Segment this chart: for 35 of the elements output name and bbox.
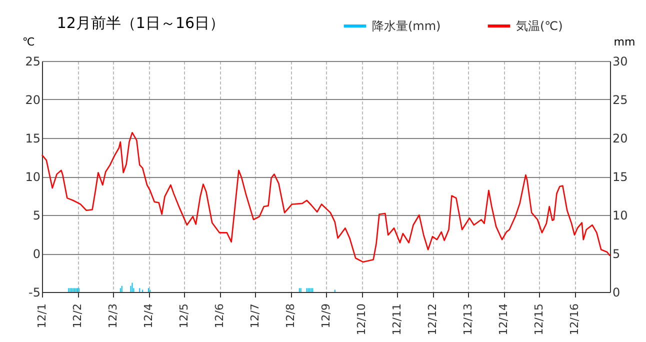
y-tick-label: 0 — [32, 247, 40, 261]
x-tick-label: 12/15 — [532, 304, 546, 336]
x-tick-label: 12/7 — [248, 304, 262, 328]
y2-tick-label: 5 — [612, 247, 620, 261]
y-tick-label: 15 — [25, 132, 40, 146]
y2-tick-label: 20 — [612, 132, 628, 146]
x-tick-label: 12/16 — [568, 304, 581, 336]
y2-tick-label: 30 — [612, 54, 628, 68]
x-tick-label: 12/4 — [142, 304, 155, 328]
x-tick-label: 12/14 — [497, 304, 510, 336]
x-tick-label: 12/2 — [71, 304, 84, 328]
y2-tick-label: 0 — [612, 286, 620, 300]
y-tick-label: 5 — [32, 208, 40, 222]
y-tick-label: -5 — [28, 286, 40, 300]
x-tick-label: 12/13 — [462, 304, 474, 336]
x-tick-label: 12/1 — [36, 304, 48, 328]
y-tick-label: 10 — [25, 170, 40, 184]
y-tick-label: 25 — [25, 54, 40, 68]
x-tick-label: 12/10 — [355, 304, 368, 336]
x-tick-label: 12/3 — [106, 304, 120, 328]
x-tick-label: 12/11 — [390, 304, 404, 336]
x-tick-label: 12/5 — [178, 304, 190, 328]
y2-tick-label: 25 — [612, 93, 628, 107]
legend-label: 降水量(mm) — [372, 19, 441, 33]
x-tick-label: 12/12 — [426, 304, 439, 336]
y-axis-title: ℃ — [22, 36, 35, 48]
legend-label: 気温(℃) — [516, 19, 563, 33]
x-tick-label: 12/8 — [284, 304, 297, 328]
chart-title: 12月前半（1日～16日） — [56, 14, 225, 32]
x-tick-label: 12/6 — [213, 304, 226, 328]
x-tick-label: 12/9 — [320, 304, 332, 328]
y2-tick-label: 15 — [612, 170, 628, 184]
y-tick-label: 20 — [25, 93, 40, 107]
y2-axis-title: mm — [614, 36, 636, 48]
y2-tick-label: 10 — [612, 208, 628, 222]
